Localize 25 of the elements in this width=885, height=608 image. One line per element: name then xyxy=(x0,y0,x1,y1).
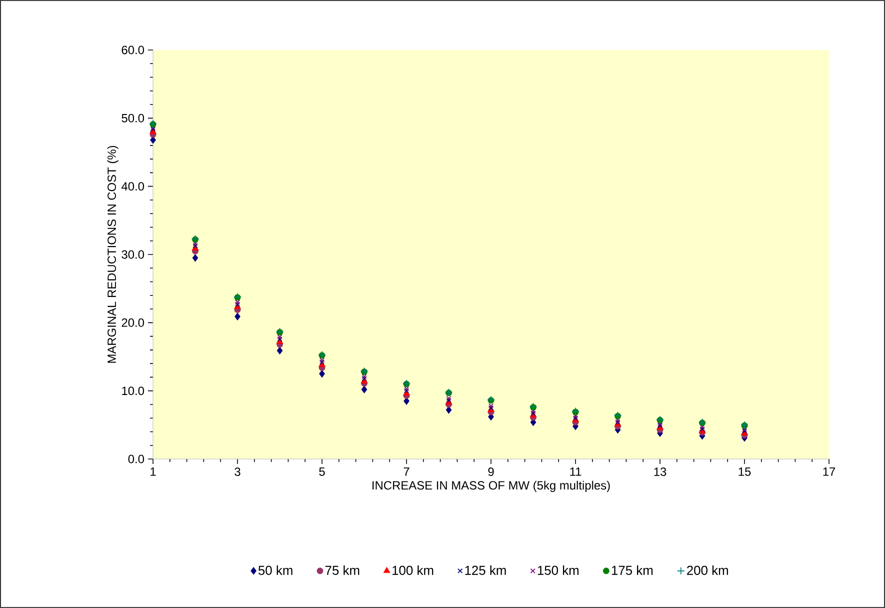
y-tick-label: 10.0 xyxy=(122,386,144,396)
legend-label: 100 km xyxy=(392,565,434,575)
y-tick-label: 20.0 xyxy=(122,318,144,327)
x-tick-label: 7 xyxy=(404,468,410,476)
y-axis-title: MARGINAL REDUCTIONS IN COST (%) xyxy=(107,146,118,363)
legend-label: 75 km xyxy=(325,565,360,575)
y-tick-label: 60.0 xyxy=(122,46,144,54)
x-axis-title: INCREASE IN MASS OF MW (5kg multiples) xyxy=(372,480,610,492)
legend-label: 50 km xyxy=(258,565,292,575)
y-tick-label: 40.0 xyxy=(121,182,144,191)
y-tick-label: 50.0 xyxy=(122,114,144,122)
legend-label: 200 km xyxy=(687,565,728,575)
y-tick-label: 0.0 xyxy=(128,454,144,464)
x-tick-label: 1 xyxy=(150,468,156,476)
x-tick-label: 13 xyxy=(654,468,666,476)
x-tick-label: 15 xyxy=(738,468,751,476)
x-tick-label: 17 xyxy=(823,468,836,476)
y-tick-label: 30.0 xyxy=(122,250,144,259)
legend-label: 175 km xyxy=(612,565,653,575)
x-tick-label: 11 xyxy=(570,468,582,476)
x-tick-label: 3 xyxy=(234,468,240,476)
legend-label: 125 km xyxy=(465,565,506,575)
x-tick-label: 9 xyxy=(488,468,494,476)
x-tick-label: 5 xyxy=(319,468,325,476)
legend-label: 150 km xyxy=(538,565,579,575)
